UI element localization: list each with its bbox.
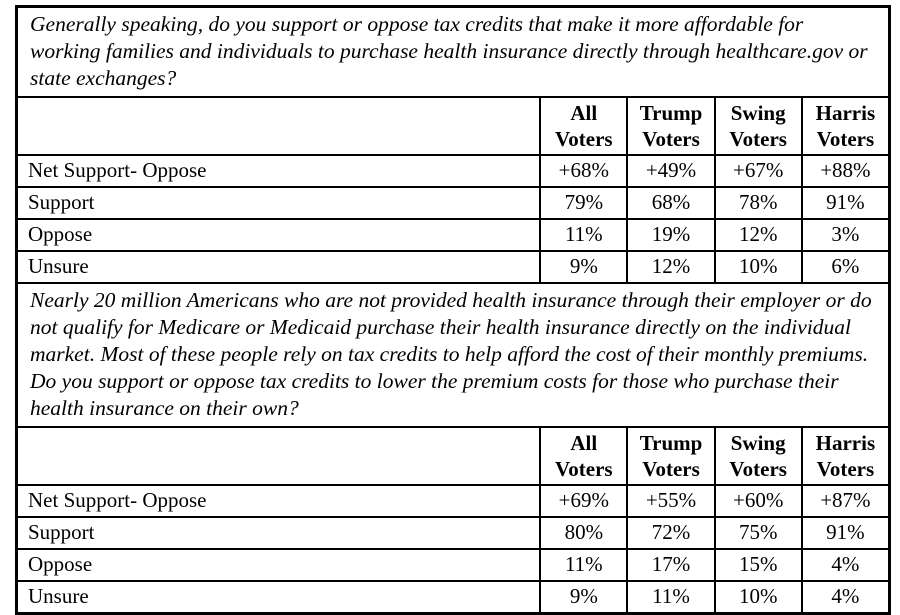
cell-value: +67% [713, 154, 803, 188]
table-2-row-support: Support 80% 72% 75% 91% [15, 516, 891, 550]
cell-value: 6% [800, 250, 891, 284]
cell-value: 79% [539, 186, 629, 220]
table-2-row-net-support-oppose: Net Support- Oppose +69% +55% +60% +87% [15, 484, 891, 518]
row-label: Oppose [15, 218, 542, 252]
table-1-column-header-trump-voters: Trump Voters [626, 96, 716, 156]
cell-value: 9% [539, 580, 629, 614]
table-1-row-oppose: Oppose 11% 19% 12% 3% [15, 218, 891, 252]
cell-value: 19% [626, 218, 716, 252]
table-1-header-empty-cell [15, 96, 542, 156]
table-2-column-header-all-voters: All Voters [539, 426, 629, 486]
table-1-row-net-support-oppose: Net Support- Oppose +68% +49% +67% +88% [15, 154, 891, 188]
table-1-row-unsure: Unsure 9% 12% 10% 6% [15, 250, 891, 284]
question-1-row: Generally speaking, do you support or op… [16, 6, 890, 98]
cell-value: +88% [800, 154, 891, 188]
survey-results-document: Generally speaking, do you support or op… [15, 5, 891, 615]
cell-value: 78% [713, 186, 803, 220]
cell-value: 12% [626, 250, 716, 284]
cell-value: 72% [626, 516, 716, 550]
survey-table: Generally speaking, do you support or op… [15, 6, 891, 614]
row-label: Support [15, 186, 542, 220]
cell-value: 11% [539, 548, 629, 582]
table-1-column-header-harris-voters: Harris Voters [800, 96, 891, 156]
table-2-header-row: All Voters Trump Voters Swing Voters Har… [15, 426, 891, 486]
cell-value: 91% [800, 516, 891, 550]
table-2-row-oppose: Oppose 11% 17% 15% 4% [15, 548, 891, 582]
table-2-header-empty-cell [15, 426, 542, 486]
cell-value: +87% [800, 484, 891, 518]
cell-value: 10% [713, 250, 803, 284]
table-2-column-header-swing-voters: Swing Voters [713, 426, 803, 486]
row-label: Unsure [15, 580, 542, 614]
row-label: Unsure [15, 250, 542, 284]
cell-value: 12% [713, 218, 803, 252]
table-1-row-support: Support 79% 68% 78% 91% [15, 186, 891, 220]
table-2-column-header-trump-voters: Trump Voters [626, 426, 716, 486]
cell-value: +49% [626, 154, 716, 188]
question-2-row: Nearly 20 million Americans who are not … [16, 282, 890, 428]
question-2-text: Nearly 20 million Americans who are not … [16, 282, 890, 428]
cell-value: 15% [713, 548, 803, 582]
cell-value: +55% [626, 484, 716, 518]
cell-value: 11% [539, 218, 629, 252]
cell-value: 10% [713, 580, 803, 614]
cell-value: 3% [800, 218, 891, 252]
row-label: Net Support- Oppose [15, 154, 542, 188]
cell-value: 9% [539, 250, 629, 284]
cell-value: 4% [800, 548, 891, 582]
cell-value: 75% [713, 516, 803, 550]
table-1-column-header-swing-voters: Swing Voters [713, 96, 803, 156]
table-2-row-unsure: Unsure 9% 11% 10% 4% [15, 580, 891, 614]
question-1-text: Generally speaking, do you support or op… [16, 6, 890, 98]
cell-value: +60% [713, 484, 803, 518]
table-1-header-row: All Voters Trump Voters Swing Voters Har… [15, 96, 891, 156]
cell-value: 80% [539, 516, 629, 550]
cell-value: 11% [626, 580, 716, 614]
cell-value: 91% [800, 186, 891, 220]
cell-value: +68% [539, 154, 629, 188]
cell-value: 68% [626, 186, 716, 220]
table-1-column-header-all-voters: All Voters [539, 96, 629, 156]
cell-value: 4% [800, 580, 891, 614]
row-label: Support [15, 516, 542, 550]
row-label: Net Support- Oppose [15, 484, 542, 518]
cell-value: +69% [539, 484, 629, 518]
cell-value: 17% [626, 548, 716, 582]
table-2-column-header-harris-voters: Harris Voters [800, 426, 891, 486]
row-label: Oppose [15, 548, 542, 582]
